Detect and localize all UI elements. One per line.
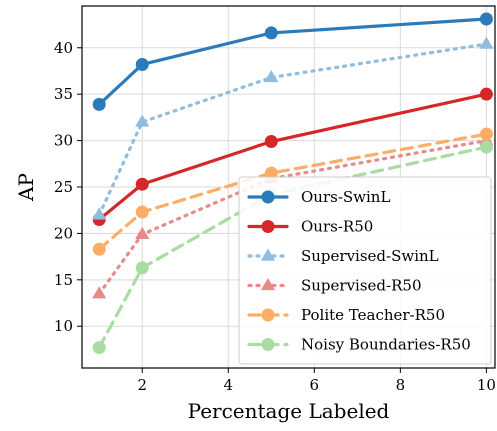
x-axis-label: Percentage Labeled [188, 399, 390, 423]
legend: Ours-SwinL Ours-R50 Supervised-SwinL Superv… [238, 176, 492, 365]
legend-marker-swatch [261, 220, 275, 233]
data-point [92, 341, 106, 355]
legend-box [238, 176, 492, 365]
data-point [479, 140, 493, 154]
data-point [264, 69, 279, 83]
series-line [97, 92, 488, 222]
data-point [135, 205, 149, 219]
legend-label: Ours-SwinL [301, 188, 390, 206]
tick-layer: 2 4 6 8 10 10 15 20 25 30 35 40 [54, 39, 496, 394]
data-point [264, 166, 278, 180]
data-point [92, 286, 107, 299]
data-point [479, 127, 493, 141]
legend-entry: Polite Teacher-R50 [247, 306, 445, 324]
legend-entry: Noisy Boundaries-R50 [247, 336, 471, 354]
series-line [97, 138, 488, 296]
data-point [92, 97, 106, 111]
x-tick-label: 10 [477, 376, 496, 394]
y-tick-label: 15 [54, 271, 73, 289]
y-axis-label: AP [14, 173, 38, 202]
y-tick-label: 25 [54, 178, 73, 196]
legend-label: Supervised-SwinL [301, 247, 439, 265]
data-point [92, 207, 107, 220]
legend-label: Noisy Boundaries-R50 [301, 336, 471, 354]
data-point [135, 114, 150, 127]
x-tick-label: 4 [223, 376, 233, 394]
data-point [479, 87, 493, 101]
data-point [135, 226, 150, 239]
series-supervised-swinl [92, 36, 494, 220]
y-tick-label: 10 [54, 317, 73, 335]
data-point [479, 12, 493, 26]
x-tick-label: 6 [310, 376, 320, 394]
y-tick-label: 20 [54, 224, 73, 242]
x-tick-label: 8 [396, 376, 406, 394]
legend-label: Ours-R50 [301, 218, 373, 236]
x-tick-label: 2 [137, 376, 147, 394]
series-line [97, 132, 488, 251]
legend-entry: Supervised-R50 [247, 277, 421, 295]
data-point [264, 26, 278, 40]
series-line [97, 42, 488, 217]
series-layer [92, 12, 494, 355]
data-point [264, 135, 278, 149]
legend-marker-swatch [260, 278, 276, 291]
series-line [97, 17, 488, 106]
series-ours-swinl [92, 12, 493, 111]
legend-label: Polite Teacher-R50 [301, 306, 445, 324]
series-line [97, 145, 488, 350]
legend-entry: Supervised-SwinL [247, 247, 439, 265]
data-point [135, 261, 149, 275]
series-polite-teacher-r50 [92, 127, 493, 256]
legend-marker-swatch [261, 308, 275, 322]
y-tick-label: 30 [54, 132, 73, 150]
data-point [135, 177, 149, 191]
data-point [479, 36, 494, 49]
legend-entry: Ours-R50 [247, 218, 373, 236]
y-tick-label: 35 [54, 85, 73, 103]
data-point [92, 242, 106, 256]
legend-marker-swatch [260, 248, 276, 261]
legend-label: Supervised-R50 [301, 277, 421, 295]
legend-marker-swatch [261, 190, 275, 204]
legend-entry: Ours-SwinL [247, 188, 390, 206]
data-point [135, 57, 149, 71]
y-tick-label: 40 [54, 39, 73, 57]
legend-marker-swatch [261, 338, 275, 351]
